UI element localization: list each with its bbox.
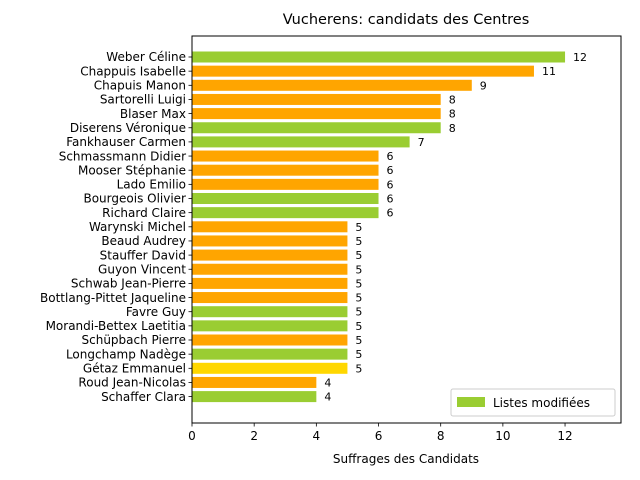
value-label: 6 bbox=[387, 178, 394, 191]
legend-box bbox=[450, 388, 616, 417]
category-label: Chapuis Manon bbox=[94, 79, 186, 93]
bar bbox=[192, 249, 348, 261]
bar bbox=[192, 376, 317, 388]
value-label: 9 bbox=[480, 79, 487, 92]
x-tick-label: 2 bbox=[250, 429, 258, 443]
bar bbox=[192, 178, 379, 190]
value-label: 11 bbox=[542, 65, 556, 78]
value-label: 5 bbox=[355, 292, 362, 305]
value-label: 6 bbox=[387, 193, 394, 206]
bar bbox=[192, 320, 348, 332]
legend: Listes modifiées bbox=[450, 388, 616, 417]
value-label: 5 bbox=[355, 277, 362, 290]
legend-swatch bbox=[457, 397, 485, 407]
category-label: Weber Céline bbox=[106, 50, 186, 64]
category-label: Schüpbach Pierre bbox=[82, 333, 187, 347]
bar bbox=[192, 391, 317, 403]
value-label: 6 bbox=[387, 207, 394, 220]
category-label: Guyon Vincent bbox=[98, 262, 186, 276]
value-label: 12 bbox=[573, 51, 587, 64]
bar bbox=[192, 136, 410, 148]
value-label: 4 bbox=[324, 391, 331, 404]
bar bbox=[192, 193, 379, 204]
bar bbox=[192, 263, 348, 275]
category-label: Bottlang-Pittet Jaqueline bbox=[40, 291, 186, 305]
category-label: Stauffer David bbox=[100, 248, 186, 262]
category-label: Morandi-Bettex Laetitia bbox=[46, 319, 186, 333]
bar bbox=[192, 150, 379, 162]
category-label: Sartorelli Luigi bbox=[100, 93, 186, 107]
chart-title: Vucherens: candidats des Centres bbox=[283, 12, 530, 28]
bars-layer bbox=[192, 51, 566, 403]
bar bbox=[192, 362, 348, 374]
value-label: 5 bbox=[355, 306, 362, 319]
category-label: Schmassmann Didier bbox=[59, 149, 186, 163]
bar bbox=[192, 51, 566, 63]
value-label: 5 bbox=[355, 348, 362, 361]
value-label: 6 bbox=[387, 164, 394, 177]
category-label: Beaud Audrey bbox=[101, 234, 186, 248]
category-label: Diserens Véronique bbox=[70, 121, 186, 135]
bar bbox=[192, 348, 348, 360]
bar bbox=[192, 122, 441, 134]
x-tick-label: 0 bbox=[188, 429, 196, 443]
value-label: 5 bbox=[355, 362, 362, 375]
bar bbox=[192, 164, 379, 176]
category-label: Mooser Stéphanie bbox=[78, 163, 186, 177]
value-label: 4 bbox=[324, 376, 331, 389]
bar bbox=[192, 277, 348, 289]
value-label: 8 bbox=[449, 93, 456, 106]
legend-label: Listes modifiées bbox=[493, 396, 590, 410]
value-label: 5 bbox=[355, 320, 362, 333]
category-label: Favre Guy bbox=[126, 305, 186, 319]
category-label: Lado Emilio bbox=[117, 178, 186, 192]
bar bbox=[192, 93, 441, 105]
value-label: 8 bbox=[449, 122, 456, 135]
bar bbox=[192, 221, 348, 233]
bar bbox=[192, 292, 348, 304]
x-tick-label: 8 bbox=[437, 429, 445, 443]
value-label: 5 bbox=[355, 221, 362, 234]
x-tick-label: 12 bbox=[557, 429, 572, 443]
bar bbox=[192, 235, 348, 247]
bar bbox=[192, 108, 441, 120]
category-label: Roud Jean-Nicolas bbox=[78, 376, 186, 390]
value-label: 5 bbox=[355, 263, 362, 276]
category-label: Bourgeois Olivier bbox=[83, 192, 186, 206]
bar bbox=[192, 306, 348, 318]
x-tick-label: 6 bbox=[375, 429, 383, 443]
category-label: Schaffer Clara bbox=[101, 390, 186, 404]
bar bbox=[192, 334, 348, 346]
x-tick-label: 10 bbox=[495, 429, 510, 443]
category-label: Longchamp Nadège bbox=[66, 347, 186, 361]
value-label: 5 bbox=[355, 334, 362, 347]
value-label: 5 bbox=[355, 249, 362, 262]
value-label: 6 bbox=[387, 150, 394, 163]
category-label: Richard Claire bbox=[102, 206, 186, 220]
value-label: 5 bbox=[355, 235, 362, 248]
x-axis-ticks: 0 2 4 6 8 10 12 bbox=[188, 423, 573, 443]
bar bbox=[192, 65, 534, 77]
category-label: Warynski Michel bbox=[89, 220, 186, 234]
x-axis-label: Suffrages des Candidats bbox=[333, 452, 479, 466]
category-label: Fankhauser Carmen bbox=[66, 135, 186, 149]
value-label: 8 bbox=[449, 108, 456, 121]
value-label: 7 bbox=[418, 136, 425, 149]
bar bbox=[192, 207, 379, 219]
category-label: Blaser Max bbox=[120, 107, 186, 121]
category-label: Chappuis Isabelle bbox=[80, 64, 186, 78]
category-label: Gétaz Emmanuel bbox=[83, 362, 186, 376]
bar bbox=[192, 79, 472, 91]
category-label: Schwab Jean-Pierre bbox=[71, 277, 186, 291]
plot-frame bbox=[191, 35, 622, 424]
x-tick-label: 4 bbox=[313, 429, 321, 443]
